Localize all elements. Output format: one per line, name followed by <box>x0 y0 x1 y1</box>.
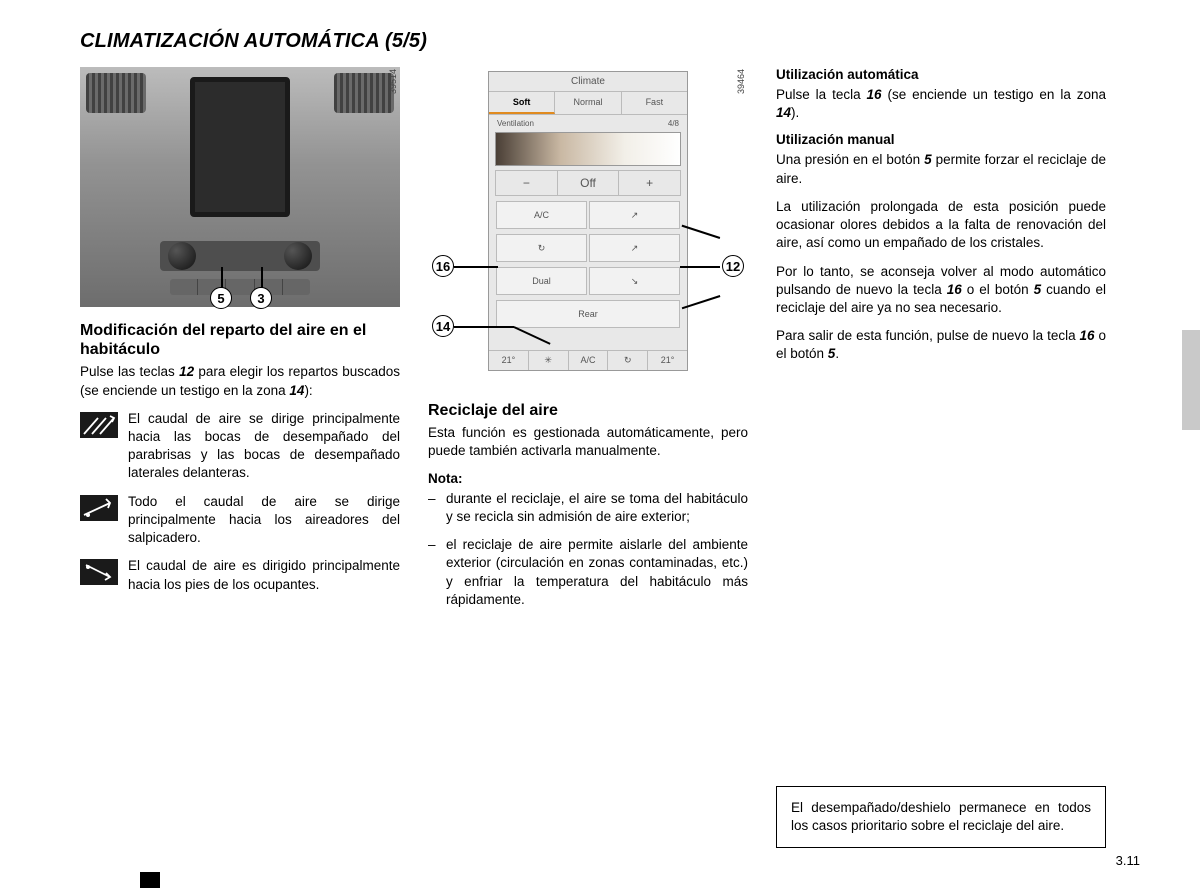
callout-16: 16 <box>432 255 454 277</box>
note-list: –durante el reciclaje, el aire se toma d… <box>428 490 748 619</box>
section-heading-recycle: Reciclaje del aire <box>428 401 748 420</box>
tab-normal[interactable]: Normal <box>555 92 621 114</box>
airflow-feet-icon <box>80 559 118 585</box>
figure-id-2: 39464 <box>736 69 746 94</box>
airflow-item-face: Todo el caudal de aire se dirige princip… <box>80 493 400 548</box>
title-main: CLIMATIZACIÓN AUTOMÁTICA <box>80 30 385 52</box>
airflow-item-defrost: El caudal de aire se dirige principalmen… <box>80 410 400 483</box>
figure-dashboard: 39514 5 3 <box>80 67 400 307</box>
figure-id: 39514 <box>388 69 398 94</box>
recirc-button[interactable]: ↻ <box>496 234 587 262</box>
footer-crop-mark <box>140 872 160 888</box>
subheading-auto: Utilización automática <box>776 67 1106 82</box>
bottom-ac: A/C <box>569 351 609 370</box>
priority-notice-box: El desempañado/deshielo permanece en tod… <box>776 786 1106 848</box>
callout-14: 14 <box>432 315 454 337</box>
page-number: 3.11 <box>1116 853 1140 868</box>
airflow-defrost-icon <box>80 412 118 438</box>
plus-button[interactable]: + <box>619 171 680 195</box>
airflow-button-1[interactable]: ↗ <box>589 201 680 229</box>
ventilation-gradient <box>495 132 681 166</box>
callout-3: 3 <box>250 287 272 309</box>
page-tab-edge <box>1182 330 1200 430</box>
figure-climate-screen: Climate Soft Normal Fast Ventilation 4/8… <box>428 67 748 387</box>
ventilation-value: 4/8 <box>668 119 679 128</box>
paragraph: Una presión en el botón 5 permite forzar… <box>776 151 1106 187</box>
callout-5: 5 <box>210 287 232 309</box>
airflow-item-feet: El caudal de aire es dirigido principalm… <box>80 557 400 593</box>
airflow-face-icon <box>80 495 118 521</box>
ac-button[interactable]: A/C <box>496 201 587 229</box>
paragraph: Pulse la tecla 16 (se enciende un testig… <box>776 86 1106 122</box>
temp-right: 21° <box>648 351 687 370</box>
ventilation-label: Ventilation <box>497 119 534 128</box>
temp-left: 21° <box>489 351 529 370</box>
airflow-button-3[interactable]: ↘ <box>589 267 680 295</box>
paragraph: Por lo tanto, se aconseja volver al modo… <box>776 263 1106 318</box>
screen-header: Climate <box>489 72 687 92</box>
paragraph: La utilización prolongada de esta posici… <box>776 198 1106 253</box>
callout-12: 12 <box>722 255 744 277</box>
minus-button[interactable]: − <box>496 171 558 195</box>
dual-button[interactable]: Dual <box>496 267 587 295</box>
climate-touchscreen: Climate Soft Normal Fast Ventilation 4/8… <box>488 71 688 371</box>
title-count: (5/5) <box>385 30 427 52</box>
note-label: Nota: <box>428 471 748 486</box>
subheading-manual: Utilización manual <box>776 132 1106 147</box>
tab-fast[interactable]: Fast <box>622 92 687 114</box>
fan-icon: ✳ <box>529 351 569 370</box>
tab-soft[interactable]: Soft <box>489 92 555 114</box>
page-title: CLIMATIZACIÓN AUTOMÁTICA (5/5) <box>80 30 1140 53</box>
airflow-button-2[interactable]: ↗ <box>589 234 680 262</box>
off-button[interactable]: Off <box>558 171 620 195</box>
section-heading: Modificación del reparto del aire en el … <box>80 321 400 359</box>
paragraph: Pulse las teclas 12 para elegir los repa… <box>80 363 400 399</box>
paragraph: Esta función es gestionada automáticamen… <box>428 424 748 460</box>
paragraph: Para salir de esta función, pulse de nue… <box>776 327 1106 363</box>
recirc-icon: ↻ <box>608 351 648 370</box>
rear-button[interactable]: Rear <box>496 300 680 328</box>
